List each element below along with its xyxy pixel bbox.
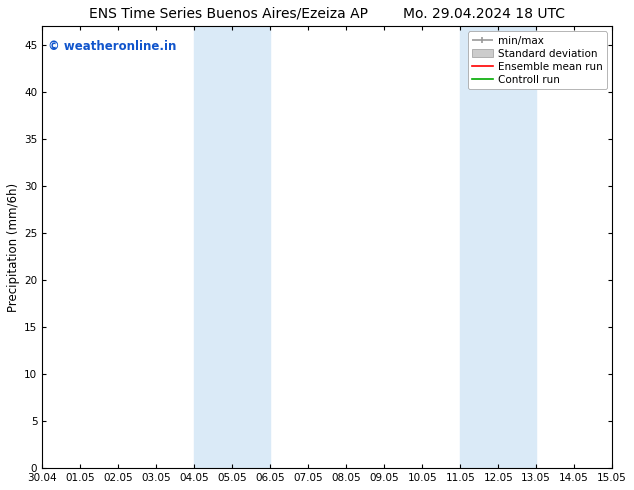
Title: ENS Time Series Buenos Aires/Ezeiza AP        Mo. 29.04.2024 18 UTC: ENS Time Series Buenos Aires/Ezeiza AP M… [89,7,565,21]
Bar [194,26,270,468]
Y-axis label: Precipitation (mm/6h): Precipitation (mm/6h) [7,183,20,312]
Bar [460,26,536,468]
Legend: min/max, Standard deviation, Ensemble mean run, Controll run: min/max, Standard deviation, Ensemble me… [468,31,607,89]
Text: © weatheronline.in: © weatheronline.in [48,40,176,52]
